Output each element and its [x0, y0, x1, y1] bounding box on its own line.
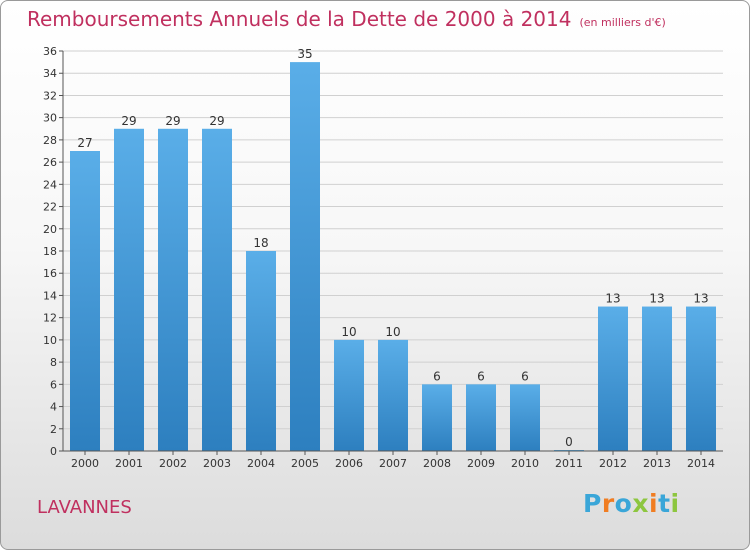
x-tick-label-2012: 2012: [599, 457, 627, 470]
bar-2001: [114, 128, 144, 451]
x-tick-label-2014: 2014: [687, 457, 715, 470]
y-tick-label: 10: [43, 334, 57, 347]
chart-title: Remboursements Annuels de la Dette de 20…: [27, 7, 666, 31]
x-tick-label-2013: 2013: [643, 457, 671, 470]
y-tick-label: 36: [43, 45, 57, 58]
x-tick-label-2009: 2009: [467, 457, 495, 470]
x-tick-label-2008: 2008: [423, 457, 451, 470]
value-label-2004: 18: [253, 236, 268, 250]
bar-2003: [202, 128, 232, 451]
bar-2010: [510, 384, 540, 451]
y-tick-label: 12: [43, 312, 57, 325]
y-tick-label: 24: [43, 178, 57, 191]
proxiti-logo[interactable]: Proxiti: [583, 489, 680, 518]
bar-2006: [334, 339, 364, 451]
value-label-2003: 29: [209, 114, 224, 128]
commune-name: LAVANNES: [37, 497, 132, 518]
x-tick-label-2005: 2005: [291, 457, 319, 470]
y-tick-label: 34: [43, 67, 57, 80]
logo-letter: o: [614, 489, 633, 518]
bar-2013: [642, 306, 672, 451]
bar-2004: [246, 251, 276, 451]
value-label-2007: 10: [385, 325, 400, 339]
y-tick-label: 30: [43, 112, 57, 125]
bar-2008: [422, 384, 452, 451]
logo-letter: t: [658, 489, 671, 518]
bar-2007: [378, 339, 408, 451]
bars: [70, 62, 716, 451]
bar-2009: [466, 384, 496, 451]
axes: [62, 51, 723, 452]
x-tick-label-2007: 2007: [379, 457, 407, 470]
value-label-2002: 29: [165, 114, 180, 128]
x-tick-label-2011: 2011: [555, 457, 583, 470]
value-label-2005: 35: [297, 47, 312, 61]
value-label-2012: 13: [605, 292, 620, 306]
y-tick-label: 4: [50, 401, 57, 414]
y-tick-label: 18: [43, 245, 57, 258]
y-tick-label: 26: [43, 156, 57, 169]
value-label-2006: 10: [341, 325, 356, 339]
x-axis-labels: 2000 2001 2002 2003 2004 2005 2006 2007 2008 2009…: [71, 451, 715, 470]
value-label-2001: 29: [121, 114, 136, 128]
value-label-2009: 6: [477, 369, 485, 383]
y-tick-label: 22: [43, 201, 57, 214]
y-tick-label: 28: [43, 134, 57, 147]
y-tick-label: 8: [50, 356, 57, 369]
bar-2002: [158, 128, 188, 451]
x-tick-label-2004: 2004: [247, 457, 275, 470]
bar-2005: [290, 62, 320, 451]
logo-letter: i: [670, 489, 680, 518]
chart-title-text: Remboursements Annuels de la Dette de 20…: [27, 7, 572, 31]
y-tick-label: 6: [50, 378, 57, 391]
bar-2012: [598, 306, 628, 451]
y-tick-label: 20: [43, 223, 57, 236]
logo-letter: r: [601, 489, 615, 518]
logo-letter: i: [649, 489, 659, 518]
x-tick-label-2003: 2003: [203, 457, 231, 470]
y-tick-label: 32: [43, 89, 57, 102]
x-tick-label-2006: 2006: [335, 457, 363, 470]
y-tick-label: 14: [43, 289, 57, 302]
x-tick-label-2001: 2001: [115, 457, 143, 470]
x-tick-label-2010: 2010: [511, 457, 539, 470]
logo-letter: x: [632, 489, 649, 518]
y-tick-label: 2: [50, 423, 57, 436]
value-labels: 27 29 29 29 18 35 10 10 6 6 6 0 13 13 13: [77, 47, 708, 449]
logo-letter: P: [583, 489, 602, 518]
value-label-2000: 27: [77, 136, 92, 150]
x-tick-label-2002: 2002: [159, 457, 187, 470]
y-tick-label: 0: [50, 445, 57, 458]
value-label-2011: 0: [565, 435, 573, 449]
bar-2000: [70, 151, 100, 451]
value-label-2014: 13: [693, 292, 708, 306]
y-tick-label: 16: [43, 267, 57, 280]
bar-2014: [686, 306, 716, 451]
value-label-2013: 13: [649, 292, 664, 306]
value-label-2008: 6: [433, 369, 441, 383]
chart-subtitle: (en milliers d'€): [579, 16, 666, 29]
value-label-2010: 6: [521, 369, 529, 383]
x-tick-label-2000: 2000: [71, 457, 99, 470]
